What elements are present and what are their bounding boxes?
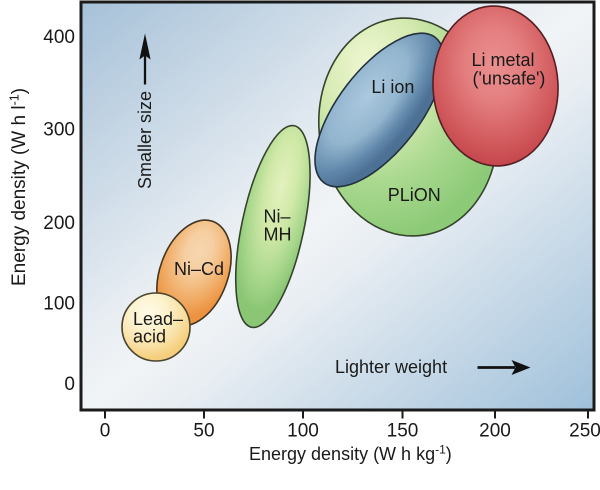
- svg-text:150: 150: [387, 420, 419, 441]
- svg-text:100: 100: [287, 420, 319, 441]
- svg-text:200: 200: [43, 213, 75, 234]
- svg-text:100: 100: [43, 294, 75, 315]
- svg-text:MH: MH: [264, 224, 292, 244]
- svg-text:250: 250: [569, 420, 600, 441]
- svg-text:0: 0: [64, 374, 75, 395]
- svg-text:Li metal: Li metal: [472, 50, 535, 70]
- svg-text:Ni–: Ni–: [264, 207, 291, 227]
- svg-text:('unsafe'): ('unsafe'): [473, 69, 546, 89]
- svg-text:Ni–Cd: Ni–Cd: [174, 259, 224, 279]
- svg-text:300: 300: [43, 120, 75, 141]
- svg-text:Smaller size: Smaller size: [135, 91, 155, 189]
- svg-text:50: 50: [193, 420, 214, 441]
- svg-text:PLiON: PLiON: [388, 185, 441, 205]
- svg-text:400: 400: [43, 27, 75, 48]
- svg-text:Energy density (W h l-1): Energy density (W h l-1): [8, 88, 31, 286]
- svg-text:0: 0: [100, 420, 111, 441]
- svg-text:acid: acid: [133, 327, 166, 347]
- svg-text:Lighter weight: Lighter weight: [335, 357, 447, 377]
- svg-text:Li ion: Li ion: [371, 77, 414, 97]
- svg-text:Energy density (W h kg-1): Energy density (W h kg-1): [249, 443, 452, 465]
- svg-text:Lead–: Lead–: [133, 309, 183, 329]
- svg-text:200: 200: [479, 420, 511, 441]
